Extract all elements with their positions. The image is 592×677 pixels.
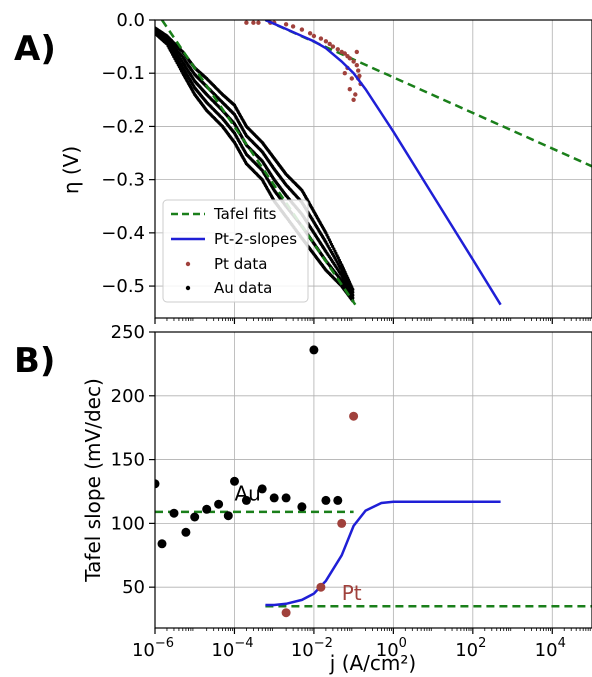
panel-a-y-tick-label: 0.0 xyxy=(116,10,145,31)
legend-item-au-data: Au data xyxy=(214,279,272,297)
tafel-fit-line xyxy=(160,20,357,306)
au-slope-point xyxy=(269,493,279,503)
pt-slope-point xyxy=(281,608,291,618)
pt-data-point xyxy=(353,92,358,97)
panel-b-x-tick-label: 100 xyxy=(376,636,407,661)
panel-b-x-tick-label: 104 xyxy=(535,636,566,661)
panel-b-x-tick-label: 102 xyxy=(455,636,486,661)
panel-a: A) η (V) 0.0 −0.1 −0.2 −0.3 −0.4 −0.5 Tafel f… xyxy=(14,10,592,324)
panel-b-x-tick-label: 10−4 xyxy=(211,636,253,661)
legend-item-pt-2-slopes: Pt-2-slopes xyxy=(214,230,297,248)
legend-swatch-au-data xyxy=(185,285,191,291)
annotation-au: Au xyxy=(235,481,261,505)
panel-b-y-tick-label: 150 xyxy=(111,450,145,471)
au-slope-point xyxy=(181,527,191,537)
panel-a-y-tick-label: −0.4 xyxy=(101,223,145,244)
panel-a-y-tick-label: −0.1 xyxy=(101,63,145,84)
panel-b-grid xyxy=(154,331,592,628)
pt-slope-point xyxy=(337,518,347,528)
panel-a-y-tick-label: −0.3 xyxy=(101,170,145,191)
legend: Tafel fits Pt-2-slopes Pt data Au data xyxy=(162,199,309,303)
panel-a-y-tick-label: −0.2 xyxy=(101,116,145,137)
panel-a-frame xyxy=(154,19,592,319)
pt-data-point xyxy=(351,59,356,64)
pt-data-point xyxy=(290,24,296,29)
pt-data-point xyxy=(327,41,332,47)
pt-data-point xyxy=(256,20,261,25)
au-slope-point xyxy=(309,345,319,355)
pt-slope-point xyxy=(349,411,359,421)
au-slope-point xyxy=(297,502,307,512)
pt-data-point xyxy=(323,39,329,44)
panel-a-label: A) xyxy=(14,29,56,69)
legend-swatch-pt-data xyxy=(185,261,191,267)
panel-b: B) Tafel slope (mV/dec) j (A/cm²) 50 100 1… xyxy=(14,322,592,675)
panel-b-y-tick-label: 50 xyxy=(122,577,145,598)
panel-b-label: B) xyxy=(14,341,55,381)
au-data-point xyxy=(351,290,355,294)
pt-data-point xyxy=(330,44,336,49)
panel-b-x-tick-label: 10−6 xyxy=(132,636,174,661)
pt-data-point xyxy=(342,51,347,56)
pt-data-point xyxy=(347,87,352,92)
au-slope-point xyxy=(281,493,291,503)
pt-data-point xyxy=(311,33,317,39)
pt-data-point xyxy=(347,56,352,61)
au-slope-point xyxy=(223,511,233,521)
pt-data-point xyxy=(307,31,313,36)
au-slope-point xyxy=(157,539,167,549)
annotation-pt: Pt xyxy=(342,581,362,605)
panel-b-series xyxy=(155,345,592,618)
pt-data-point xyxy=(318,36,324,41)
panel-b-y-axis-label: Tafel slope (mV/dec) xyxy=(81,378,105,583)
legend-box xyxy=(162,199,309,303)
au-slope-point xyxy=(190,512,200,522)
pt-2-slopes-line xyxy=(264,20,502,306)
panel-b-y-tick-label: 100 xyxy=(111,513,145,534)
pt-data-point xyxy=(251,20,256,25)
pt-2-slopes-line xyxy=(265,500,501,607)
au-slope-point xyxy=(155,479,160,489)
au-slope-point xyxy=(202,504,212,514)
au-data-point xyxy=(351,296,355,300)
au-data-point xyxy=(351,287,355,292)
panel-b-y-tick-label: 250 xyxy=(111,322,145,343)
pt-data-point xyxy=(283,22,289,27)
au-slope-point xyxy=(241,495,251,505)
panel-b-y-tick-label: 200 xyxy=(111,386,145,407)
au-slope-point xyxy=(333,495,343,505)
panel-a-y-axis-label: η (V) xyxy=(59,146,83,194)
au-slope-point xyxy=(214,499,224,509)
panel-a-ticks: 0.0 −0.1 −0.2 −0.3 −0.4 −0.5 xyxy=(101,10,591,324)
panel-b-annotations: Au Pt xyxy=(235,481,362,605)
panel-b-x-axis-label: j (A/cm²) xyxy=(329,651,416,675)
pt-data-point xyxy=(354,62,359,68)
pt-data-point xyxy=(335,47,340,52)
panel-a-y-tick-label: −0.5 xyxy=(101,276,145,297)
au-data-point xyxy=(351,293,355,297)
pt-slope-point xyxy=(316,582,326,592)
legend-item-pt-data: Pt data xyxy=(214,255,267,273)
pt-data-point xyxy=(244,20,249,25)
pt-data-point xyxy=(349,76,354,81)
pt-data-point xyxy=(354,49,359,55)
panel-b-ticks: 50 100 150 200 250 10−6 10−4 10−2 100 102 104 xyxy=(111,322,591,661)
au-slope-point xyxy=(169,508,179,518)
pt-data-point xyxy=(356,68,361,73)
panel-b-frame xyxy=(154,331,592,629)
pt-data-point xyxy=(299,27,305,32)
panel-b-x-tick-label: 10−2 xyxy=(291,636,333,661)
au-slope-point xyxy=(230,476,239,486)
pt-data-point xyxy=(342,71,347,76)
legend-item-tafel-fits: Tafel fits xyxy=(213,205,277,223)
au-slope-point xyxy=(257,484,267,494)
au-slope-point xyxy=(321,495,331,505)
pt-data-point xyxy=(351,97,356,103)
